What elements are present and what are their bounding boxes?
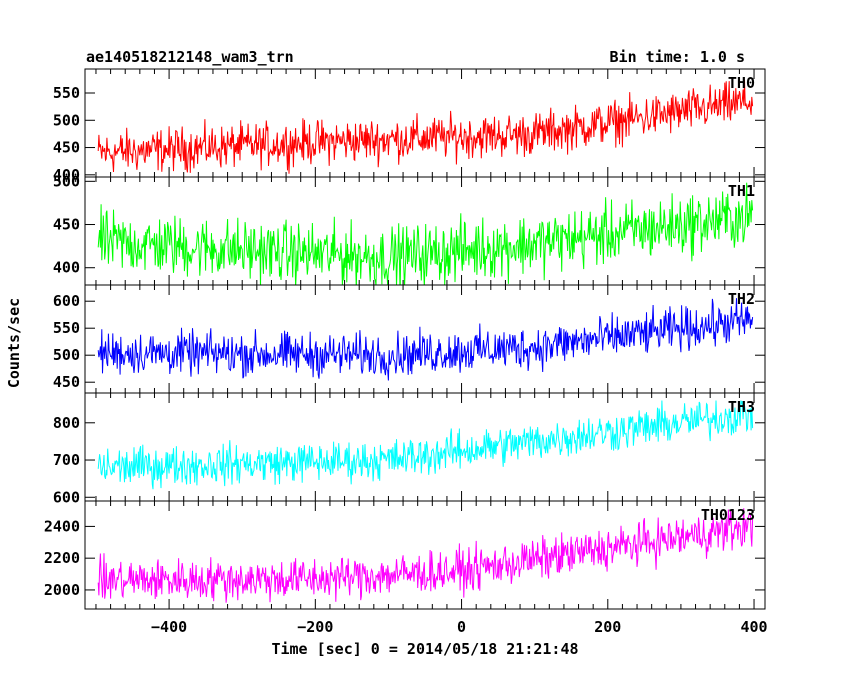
series-line-th3 [97, 400, 754, 490]
y-tick-label: 600 [53, 292, 80, 310]
y-tick-label: 500 [53, 111, 80, 129]
y-tick-label: 500 [53, 172, 80, 190]
y-axis-label: Counts/sec [5, 298, 23, 388]
y-tick-label: 700 [53, 451, 80, 469]
y-tick-label: 550 [53, 84, 80, 102]
panel-label-th2: TH2 [728, 290, 755, 308]
y-tick-label: 500 [53, 346, 80, 364]
panel-frame [84, 284, 766, 394]
x-tick-label: 200 [594, 618, 621, 636]
series-line-th2 [97, 298, 754, 381]
y-tick-label: 2000 [44, 581, 80, 599]
panel-label-th1: TH1 [728, 182, 755, 200]
y-tick-label: 450 [53, 216, 80, 234]
chart-title: ae140518212148_wam3_trn [86, 48, 294, 66]
panel-frame [84, 68, 766, 178]
x-tick-label: 400 [740, 618, 767, 636]
y-tick-label: 800 [53, 414, 80, 432]
y-tick-label: 550 [53, 319, 80, 337]
y-tick-label: 600 [53, 488, 80, 506]
bin-time-label: Bin time: 1.0 s [610, 48, 745, 66]
series-line-th0123 [97, 508, 754, 603]
x-tick-label: 0 [457, 618, 466, 636]
x-axis-label: Time [sec] 0 = 2014/05/18 21:21:48 [271, 640, 578, 658]
x-tick-label: −200 [297, 618, 333, 636]
panel-th0: 400 450 500 550 TH0 [53, 68, 766, 184]
panel-th1: 400 450 500 TH1 [53, 172, 766, 286]
y-tick-label: 450 [53, 373, 80, 391]
y-tick-label: 2200 [44, 549, 80, 567]
panel-label-th0123: TH0123 [701, 506, 755, 524]
y-tick-label: 450 [53, 139, 80, 157]
x-tick-label: −400 [151, 618, 187, 636]
panel-label-th0: TH0 [728, 74, 755, 92]
y-tick-label: 400 [53, 166, 80, 184]
panel-th2: 450 500 550 600 TH2 [53, 284, 766, 394]
y-tick-label: 400 [53, 259, 80, 277]
panels-group: 400 450 500 550 TH0 400 450 500 TH1 450 500 550 600 T… [44, 68, 768, 636]
series-line-th1 [97, 182, 754, 285]
y-tick-label: 2400 [44, 517, 80, 535]
panel-th3: 600 700 800 TH3 [53, 392, 766, 506]
panel-label-th3: TH3 [728, 398, 755, 416]
panel-th0123: 2000 2200 2400 TH0123 [44, 500, 766, 610]
series-line-th0 [97, 79, 754, 174]
panel-frame [84, 500, 766, 610]
